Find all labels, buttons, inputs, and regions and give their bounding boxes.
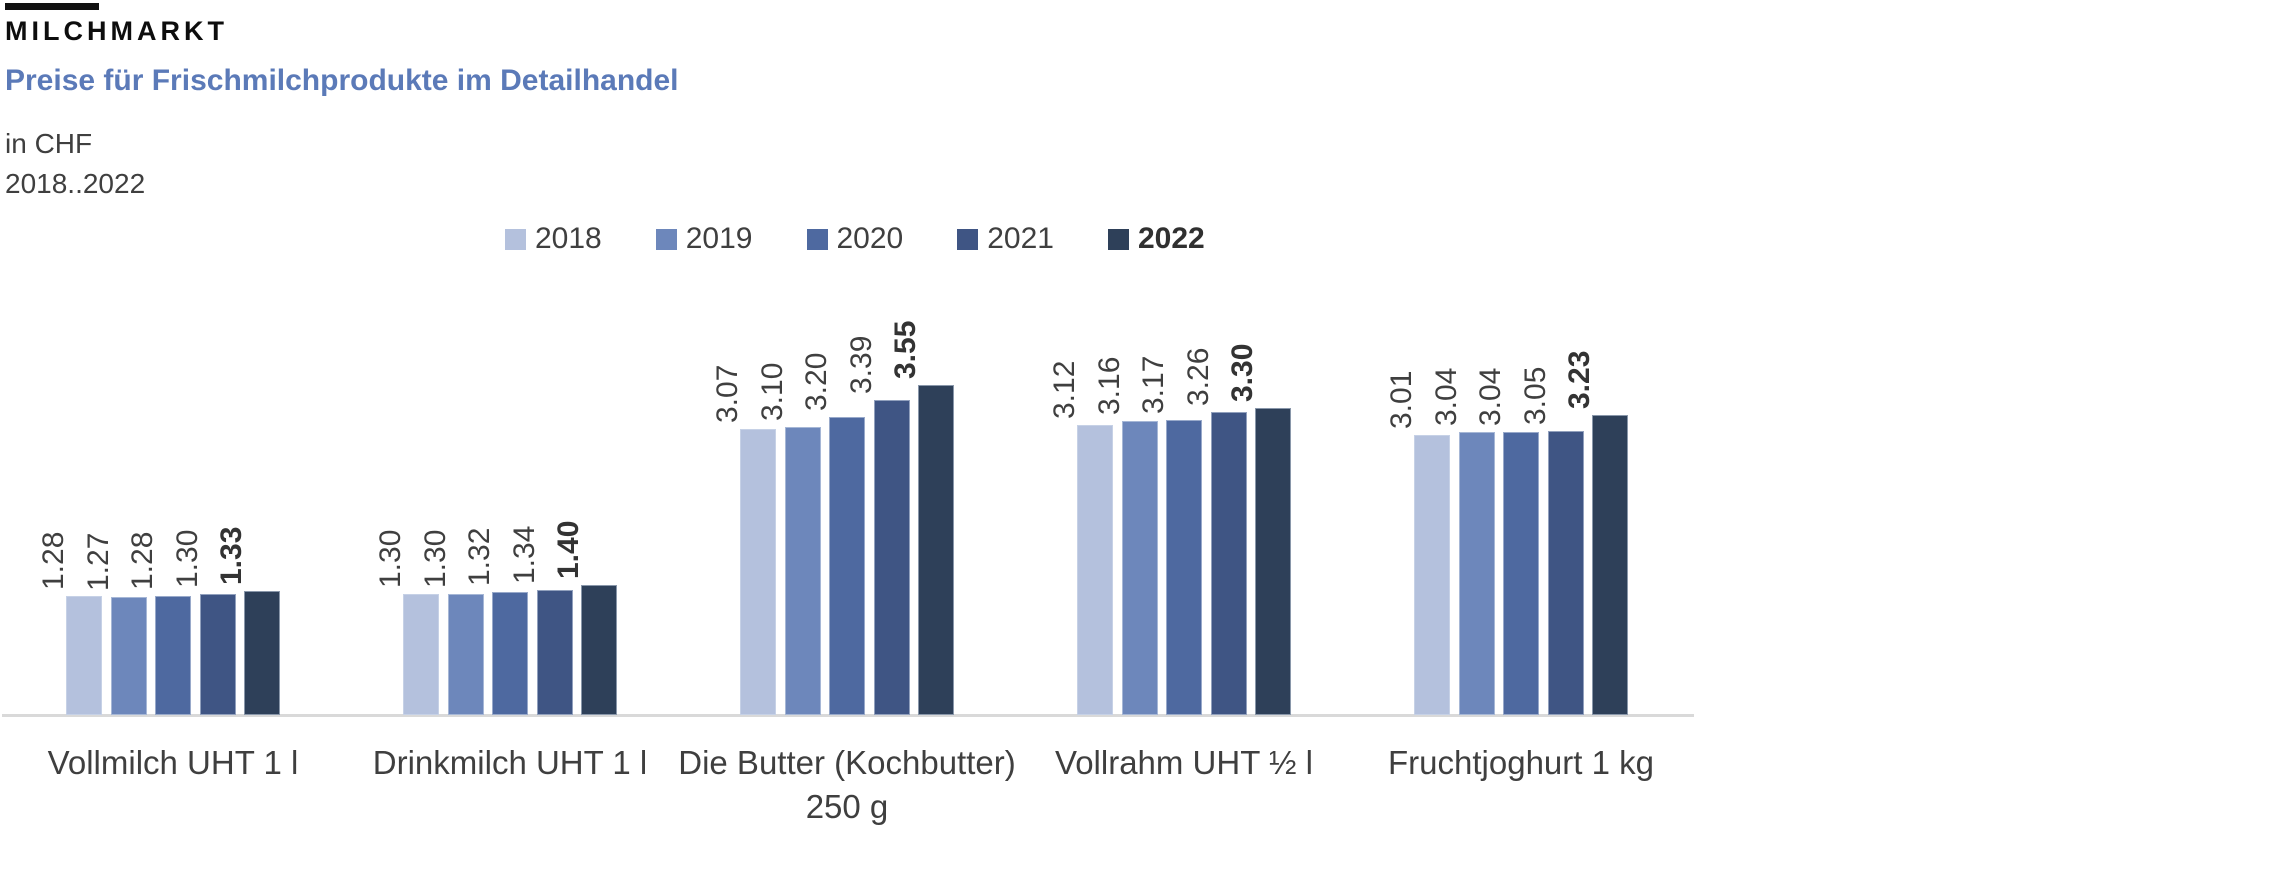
- top-accent-rule: [5, 3, 99, 10]
- bar-2022: [918, 385, 954, 715]
- bar-2020: [1503, 432, 1539, 715]
- value-label: 3.10: [756, 362, 789, 421]
- value-label: 3.23: [1563, 350, 1596, 409]
- bar-2021: [1211, 412, 1247, 715]
- bar-2022: [1255, 408, 1291, 715]
- legend-label: 2019: [685, 222, 753, 255]
- bar-2020: [1166, 420, 1202, 715]
- value-label: 3.01: [1385, 370, 1418, 429]
- value-label: 1.40: [552, 520, 585, 579]
- bar-2019: [785, 427, 821, 715]
- legend-label: 2018: [535, 222, 602, 255]
- value-label: 1.28: [37, 531, 70, 590]
- category-label: Vollrahm UHT ½ l: [1055, 744, 1313, 781]
- bar-2021: [200, 594, 236, 715]
- legend-item-2020: 2020: [806, 222, 904, 256]
- value-label: 3.17: [1137, 355, 1170, 414]
- bar-2019: [448, 594, 484, 715]
- value-label: 1.30: [419, 529, 452, 588]
- value-label: 3.07: [711, 364, 744, 423]
- bar-2019: [111, 597, 147, 715]
- x-axis-line: [2, 714, 1694, 717]
- legend-swatch-icon: [957, 228, 979, 250]
- value-label: 3.16: [1093, 356, 1126, 415]
- value-label: 1.28: [126, 531, 159, 590]
- value-label: 3.20: [800, 352, 833, 411]
- legend-swatch-icon: [1108, 228, 1129, 250]
- bar-2019: [1459, 432, 1495, 715]
- value-label: 3.39: [845, 335, 878, 394]
- value-label: 3.04: [1430, 367, 1463, 426]
- bar-2022: [244, 591, 280, 715]
- bar-2020: [829, 417, 865, 715]
- value-label: 1.27: [82, 532, 115, 591]
- legend-item-2018: 2018: [505, 222, 602, 256]
- period-label: 2018..2022: [5, 168, 146, 199]
- bar-2022: [1592, 415, 1628, 715]
- bar-2018: [1414, 435, 1450, 715]
- value-label: 3.55: [889, 320, 922, 379]
- unit-label: in CHF: [5, 128, 93, 159]
- legend-swatch-icon: [806, 228, 828, 250]
- category-label: Vollmilch UHT 1 l: [47, 744, 299, 781]
- legend-item-2021: 2021: [957, 222, 1054, 256]
- legend-swatch-icon: [505, 228, 526, 250]
- value-label: 1.32: [463, 527, 496, 586]
- legend-label: 2021: [987, 222, 1054, 255]
- value-label: 3.05: [1519, 366, 1552, 425]
- bar-2022: [581, 585, 617, 715]
- value-label: 3.04: [1474, 367, 1507, 426]
- value-label: 1.34: [508, 525, 541, 584]
- bar-2018: [403, 594, 439, 715]
- value-label: 1.33: [215, 526, 248, 585]
- legend-item-2019: 2019: [655, 222, 753, 256]
- legend-label: 2022: [1138, 222, 1205, 255]
- bar-2019: [1122, 421, 1158, 715]
- chart-subtitle: Preise für Frischmilchprodukte im Detail…: [5, 64, 679, 97]
- value-label: 1.30: [374, 529, 407, 588]
- value-label: 3.30: [1226, 343, 1259, 402]
- bar-2021: [537, 590, 573, 715]
- bar-2021: [874, 400, 910, 715]
- bar-2021: [1548, 431, 1584, 715]
- legend-label: 2020: [836, 222, 904, 255]
- value-label: 3.26: [1182, 347, 1215, 406]
- value-label: 1.30: [171, 529, 204, 588]
- bar-2018: [740, 429, 776, 715]
- bar-2018: [1077, 425, 1113, 715]
- bar-2020: [492, 592, 528, 715]
- legend-item-2022: 2022: [1108, 222, 1205, 256]
- legend-swatch-icon: [655, 228, 677, 250]
- page-title: MILCHMARKT: [5, 16, 228, 46]
- category-label: Die Butter (Kochbutter) 250 g: [678, 744, 1016, 825]
- category-label: Fruchtjoghurt 1 kg: [1388, 744, 1654, 781]
- category-label: Drinkmilch UHT 1 l: [372, 744, 648, 781]
- chart-legend: 2018 2019 2020 2021 2022: [505, 222, 1205, 256]
- bar-2020: [155, 596, 191, 715]
- bar-2018: [66, 596, 102, 715]
- value-label: 3.12: [1048, 360, 1081, 419]
